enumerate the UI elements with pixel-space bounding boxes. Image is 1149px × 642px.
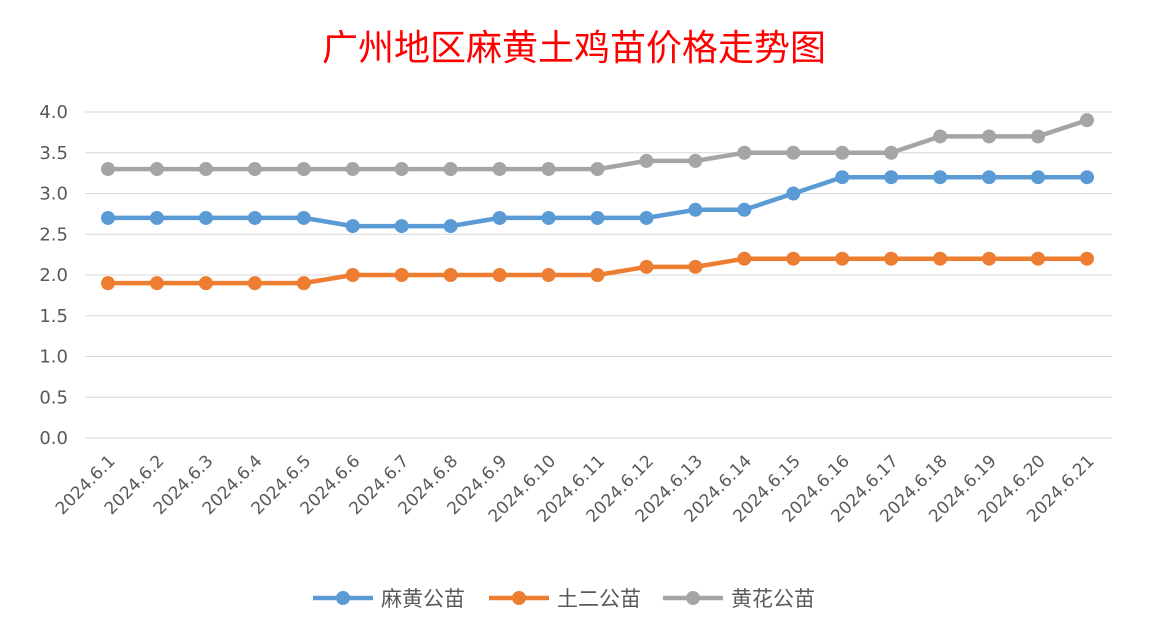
data-point	[296, 162, 311, 177]
data-point	[296, 210, 311, 225]
y-tick-label: 3.0	[39, 184, 68, 205]
data-point	[884, 170, 899, 185]
data-point	[933, 129, 948, 144]
data-point	[149, 276, 164, 291]
data-point	[394, 268, 409, 282]
data-point	[786, 186, 801, 201]
data-point	[541, 210, 556, 225]
data-point	[492, 162, 507, 177]
data-point	[101, 276, 115, 291]
data-point	[101, 162, 115, 177]
y-tick-label: 3.5	[39, 143, 68, 164]
y-tick-label: 2.0	[39, 265, 68, 286]
data-point	[737, 202, 752, 217]
data-point	[492, 268, 507, 282]
data-point	[884, 145, 899, 160]
y-tick-label: 1.0	[39, 347, 68, 368]
legend: 麻黄公苗 土二公苗 黄花公苗	[313, 587, 815, 611]
data-point	[247, 210, 262, 225]
data-point	[1031, 170, 1046, 185]
data-point	[835, 251, 850, 266]
data-point	[492, 210, 507, 225]
data-point	[149, 162, 164, 177]
y-tick-label: 4.0	[39, 102, 68, 123]
data-point	[688, 202, 703, 217]
data-point	[1031, 129, 1046, 144]
data-point	[443, 162, 458, 177]
data-point	[688, 153, 703, 168]
data-point	[296, 276, 311, 291]
series-points	[101, 113, 1094, 291]
data-point	[541, 162, 556, 177]
data-point	[590, 162, 605, 177]
data-point	[737, 251, 752, 266]
data-point	[590, 268, 605, 282]
data-point	[639, 259, 654, 274]
legend-swatch-marker	[336, 591, 350, 605]
data-point	[639, 153, 654, 168]
data-point	[198, 162, 213, 177]
data-point	[639, 210, 654, 225]
chart-title: 广州地区麻黄土鸡苗价格走势图	[322, 28, 826, 69]
data-point	[835, 170, 850, 185]
data-point	[933, 251, 948, 266]
data-point	[443, 219, 458, 234]
data-point	[394, 162, 409, 177]
data-point	[149, 210, 164, 225]
data-point	[1080, 170, 1094, 185]
data-point	[884, 251, 899, 266]
data-point	[443, 268, 458, 282]
data-point	[345, 219, 360, 234]
data-point	[982, 251, 997, 266]
legend-label: 土二公苗	[557, 587, 641, 611]
data-point	[1031, 251, 1046, 266]
data-point	[933, 170, 948, 185]
y-tick-label: 2.5	[39, 224, 68, 245]
y-tick-label: 0.5	[39, 387, 68, 408]
legend-swatch-marker	[512, 591, 526, 605]
data-point	[688, 259, 703, 274]
data-point	[247, 162, 262, 177]
data-point	[541, 268, 556, 282]
data-point	[394, 219, 409, 234]
data-point	[1080, 113, 1094, 128]
data-point	[198, 210, 213, 225]
data-point	[786, 251, 801, 266]
legend-label: 黄花公苗	[731, 587, 815, 611]
data-point	[101, 210, 115, 225]
data-point	[590, 210, 605, 225]
data-point	[247, 276, 262, 291]
legend-swatch-marker	[686, 591, 700, 605]
y-tick-label: 0.0	[39, 428, 68, 449]
data-point	[786, 145, 801, 160]
data-point	[345, 162, 360, 177]
data-point	[198, 276, 213, 291]
data-point	[345, 268, 360, 282]
data-point	[737, 145, 752, 160]
data-point	[835, 145, 850, 160]
data-point	[982, 170, 997, 185]
y-axis-ticks: 0.0 0.5 1.0 1.5 2.0 2.5 3.0 3.5 4.0	[39, 102, 68, 449]
legend-label: 麻黄公苗	[381, 587, 465, 611]
data-point	[982, 129, 997, 144]
data-point	[1080, 251, 1094, 266]
y-tick-label: 1.5	[39, 306, 68, 327]
